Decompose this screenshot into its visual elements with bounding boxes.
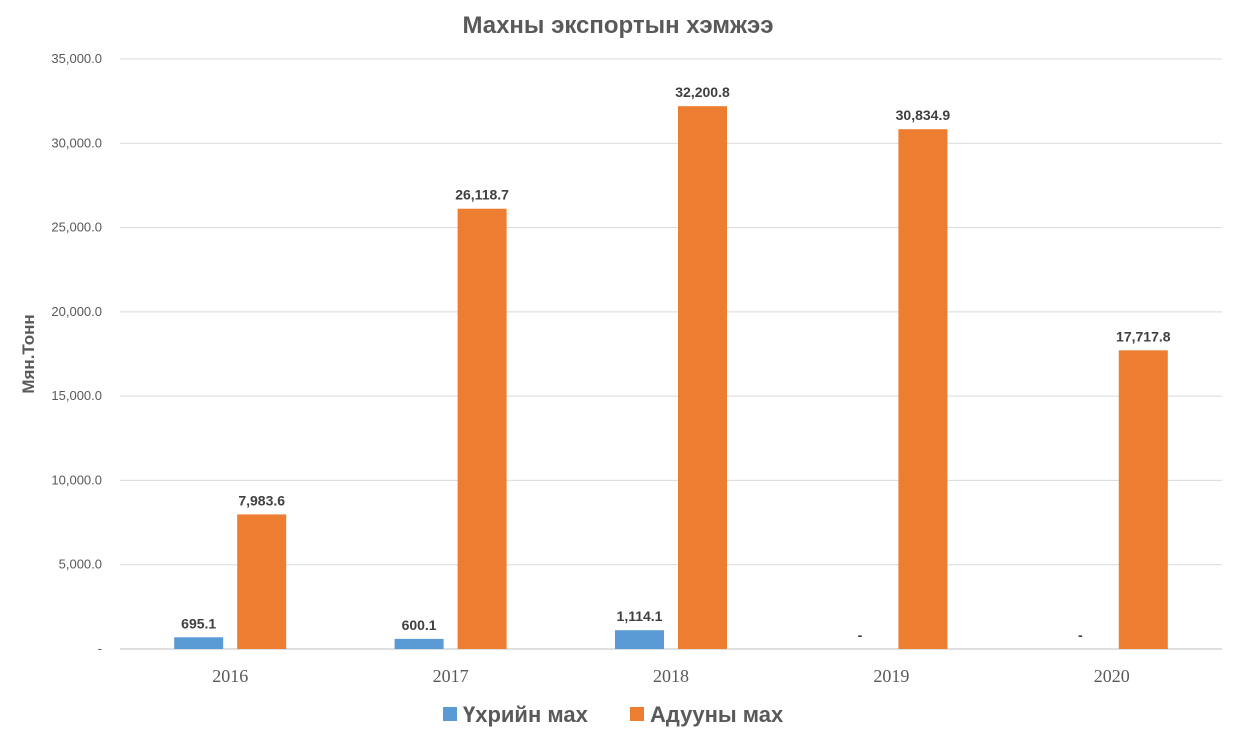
x-axis-ticks: 2016 2017 2018 2019 2020: [212, 666, 1130, 686]
data-label: 7,983.6: [238, 492, 285, 508]
bar-series2-2018: [678, 106, 727, 649]
bar-series2-2016: [237, 514, 287, 649]
x-tick-label: 2017: [433, 666, 469, 686]
bar-series1-2016: [174, 637, 224, 649]
legend-swatch: [630, 707, 644, 721]
bar-series2-2017: [457, 208, 507, 649]
data-label: 32,200.8: [675, 84, 730, 100]
y-tick-label: -: [98, 641, 102, 656]
legend: Үхрийн мах Адууны мах: [443, 702, 784, 727]
x-tick-label: 2019: [873, 666, 909, 686]
bar-series1-2017: [394, 638, 444, 649]
data-label: 695.1: [181, 615, 216, 631]
data-label: 30,834.9: [896, 107, 951, 123]
legend-label: Адууны мах: [650, 702, 784, 727]
legend-label: Үхрийн мах: [463, 702, 589, 727]
y-tick-label: 5,000.0: [59, 557, 102, 572]
y-tick-label: 30,000.0: [51, 135, 102, 150]
y-axis-label: Мян.Тонн: [19, 314, 38, 393]
x-tick-label: 2018: [653, 666, 689, 686]
bar-series1-2018: [615, 630, 664, 649]
bar-series2-2019: [898, 129, 948, 650]
y-tick-label: 15,000.0: [51, 388, 102, 403]
data-label: 600.1: [402, 617, 437, 633]
y-tick-label: 35,000.0: [51, 51, 102, 66]
y-axis-ticks: - 5,000.0 10,000.0 15,000.0 20,000.0 25,000.0…: [51, 51, 102, 656]
x-tick-label: 2016: [212, 666, 248, 686]
gridlines: [120, 58, 1222, 650]
y-tick-label: 10,000.0: [51, 472, 102, 487]
bars: [174, 106, 1168, 650]
data-label: 1,114.1: [617, 608, 663, 624]
data-label: -: [858, 627, 863, 643]
data-label: 17,717.8: [1116, 328, 1171, 344]
data-labels: 695.1 7,983.6 600.1 26,118.7 1,114.1 32,200.8…: [181, 84, 1171, 643]
bar-series2-2020: [1118, 350, 1168, 649]
x-tick-label: 2020: [1094, 666, 1130, 686]
data-label: -: [1078, 627, 1083, 643]
y-tick-label: 20,000.0: [51, 304, 102, 319]
chart-title: Махны экспортын хэмжээ: [462, 12, 773, 39]
data-label: 26,118.7: [455, 187, 509, 203]
legend-swatch: [443, 707, 457, 721]
y-tick-label: 25,000.0: [51, 220, 102, 235]
